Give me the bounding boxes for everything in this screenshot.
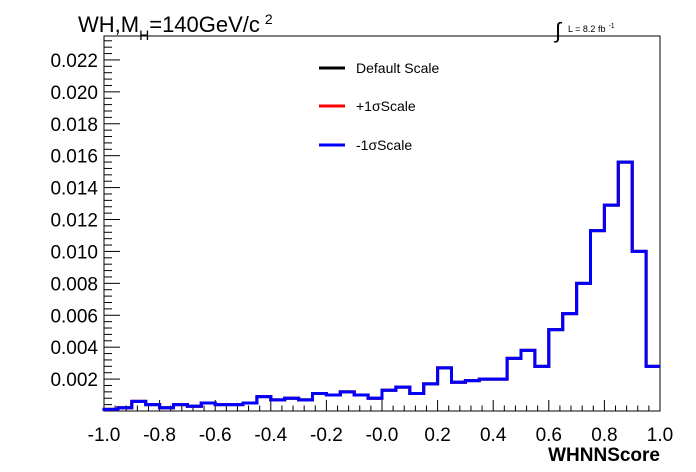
legend-label-minus-1sigma: -1σScale (356, 137, 412, 153)
axis-tick-labels: -1.0 -0.8 -0.6 -0.4 -0.2 -0.0 0.2 0.4 0.6 0.8 1.0 0… (50, 51, 673, 446)
chart-title-rest: =140GeV/c (149, 12, 260, 37)
y-tick-label: 0.010 (50, 242, 98, 263)
x-tick-label: -0.8 (143, 425, 176, 446)
x-tick-label: -0.2 (310, 425, 343, 446)
y-tick-label: 0.004 (50, 338, 98, 359)
lumi-annotation: L = 8.2 fb -1 (568, 23, 615, 34)
x-tick-label: 0.4 (480, 425, 507, 446)
y-tick-label: 0.018 (50, 115, 98, 136)
y-tick-label: 0.012 (50, 211, 98, 232)
y-tick-label: 0.006 (50, 306, 98, 327)
chart-title-subscript: H (139, 27, 149, 43)
y-tick-label: 0.016 (50, 147, 98, 168)
x-tick-label: -1.0 (88, 425, 121, 446)
x-tick-label: -0.0 (366, 425, 399, 446)
chart-title: WH,MH=140GeV/c 2 (78, 11, 273, 43)
x-tick-label: -0.4 (254, 425, 287, 446)
x-tick-label: 0.8 (591, 425, 617, 446)
legend-label-plus-1sigma: +1σScale (356, 98, 416, 114)
series-1-scale-2 (102, 160, 660, 411)
legend-label-default-scale: Default Scale (356, 60, 439, 76)
lumi-integral-symbol: ∫ (553, 18, 563, 43)
chart-title-superscript: 2 (265, 11, 273, 27)
x-tick-label: -0.6 (199, 425, 232, 446)
y-tick-label: 0.022 (50, 51, 98, 72)
x-tick-label: 0.2 (424, 425, 450, 446)
series-layer (102, 160, 660, 411)
y-tick-label: 0.008 (50, 274, 98, 295)
lumi-superscript: -1 (608, 23, 614, 30)
x-axis-label: WHNNScore (548, 445, 660, 466)
y-tick-label: 0.020 (50, 83, 98, 104)
x-tick-label: 0.6 (536, 425, 562, 446)
y-tick-label: 0.014 (50, 179, 98, 200)
legend: Default Scale +1σScale -1σScale (319, 60, 439, 153)
y-tick-label: 0.002 (50, 370, 98, 391)
x-tick-label: 1.0 (647, 425, 673, 446)
